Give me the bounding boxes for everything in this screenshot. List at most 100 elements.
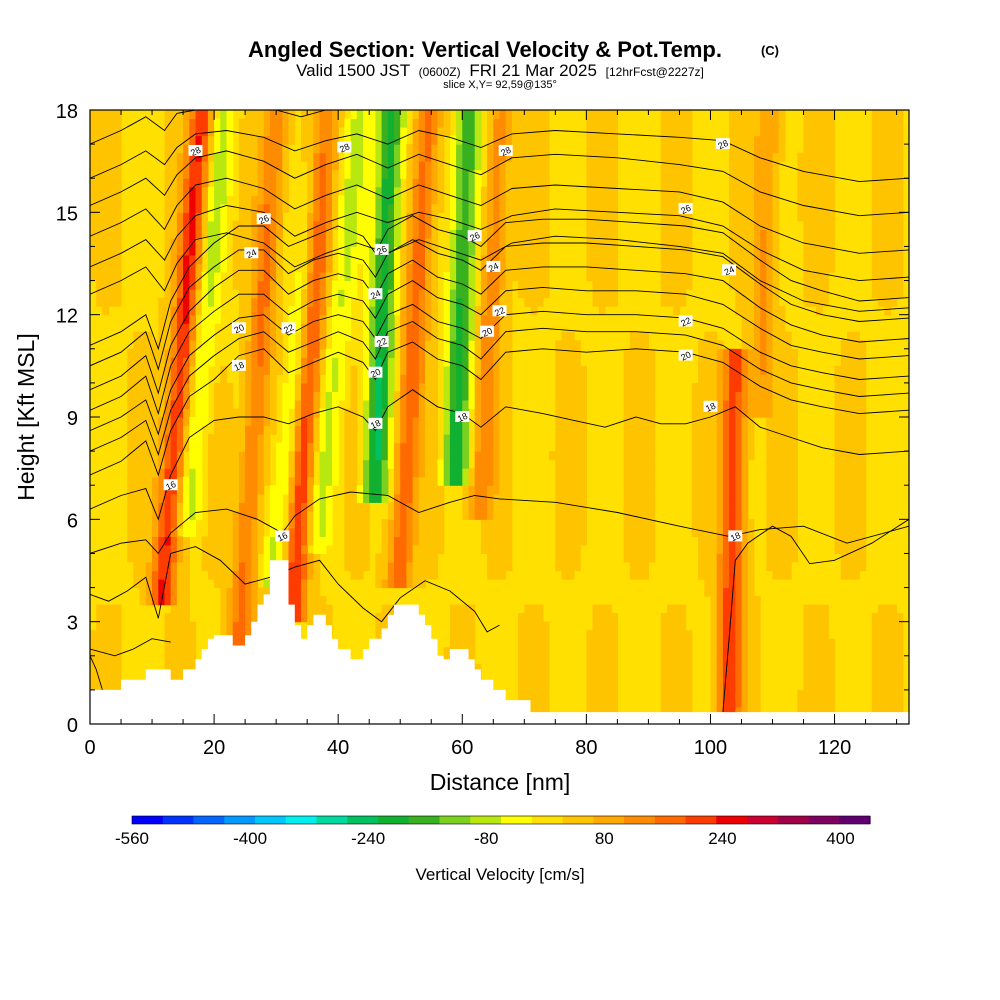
velocity-cell: [766, 468, 774, 478]
velocity-cell: [400, 374, 407, 384]
velocity-cell: [363, 169, 370, 179]
velocity-cell: [363, 314, 370, 324]
velocity-cell: [648, 425, 656, 435]
velocity-cell: [363, 161, 370, 171]
velocity-cell: [145, 331, 153, 341]
velocity-cell: [679, 178, 687, 188]
velocity-cell: [493, 502, 501, 512]
velocity-cell: [263, 459, 271, 469]
velocity-cell: [189, 425, 197, 435]
velocity-cell: [369, 246, 376, 256]
velocity-cell: [722, 493, 730, 503]
velocity-cell: [363, 357, 370, 367]
velocity-cell: [313, 374, 321, 384]
velocity-cell: [276, 169, 283, 179]
velocity-cell: [238, 186, 246, 196]
velocity-cell: [301, 536, 308, 546]
velocity-cell: [592, 681, 600, 691]
velocity-cell: [307, 527, 314, 537]
velocity-cell: [170, 587, 178, 597]
velocity-cell: [449, 178, 457, 188]
velocity-cell: [276, 476, 283, 486]
chart-title: Angled Section: Vertical Velocity & Pot.…: [248, 37, 722, 62]
velocity-cell: [387, 544, 395, 554]
velocity-cell: [170, 152, 178, 162]
velocity-cell: [772, 272, 780, 282]
velocity-cell: [698, 468, 705, 478]
velocity-cell: [499, 118, 507, 128]
velocity-cell: [257, 493, 265, 503]
velocity-cell: [753, 706, 761, 716]
velocity-cell: [214, 579, 221, 589]
velocity-cell: [176, 425, 184, 435]
velocity-cell: [555, 536, 563, 546]
velocity-cell: [319, 434, 327, 444]
velocity-cell: [394, 272, 401, 282]
velocity-cell: [176, 365, 184, 375]
velocity-cell: [797, 698, 805, 708]
velocity-cell: [276, 161, 283, 171]
velocity-cell: [183, 485, 190, 495]
velocity-cell: [369, 382, 376, 392]
velocity-cell: [499, 442, 507, 452]
velocity-cell: [480, 229, 488, 239]
velocity-cell: [716, 579, 724, 589]
velocity-cell: [245, 237, 252, 247]
velocity-cell: [332, 399, 339, 409]
velocity-cell: [319, 340, 327, 350]
velocity-cell: [220, 169, 228, 179]
velocity-cell: [257, 536, 265, 546]
velocity-cell: [158, 382, 166, 392]
velocity-cell: [195, 195, 203, 205]
velocity-cell: [325, 144, 333, 154]
velocity-cell: [170, 331, 178, 341]
velocity-cell: [679, 118, 687, 128]
velocity-cell: [710, 442, 718, 452]
velocity-cell: [679, 237, 687, 247]
velocity-cell: [530, 135, 538, 145]
velocity-cell: [313, 417, 321, 427]
subtitle-valid: Valid 1500 JST: [296, 61, 410, 80]
velocity-cell: [207, 195, 215, 205]
velocity-cell: [766, 382, 774, 392]
velocity-cell: [431, 417, 439, 427]
velocity-cell: [164, 178, 172, 188]
velocity-cell: [735, 399, 743, 409]
velocity-cell: [729, 476, 736, 486]
velocity-cell: [127, 451, 134, 461]
velocity-cell: [586, 152, 594, 162]
velocity-cell: [170, 118, 178, 128]
velocity-cell: [660, 255, 668, 265]
velocity-cell: [623, 382, 631, 392]
velocity-cell: [301, 408, 308, 418]
velocity-cell: [493, 527, 501, 537]
velocity-cell: [257, 365, 265, 375]
velocity-cell: [456, 638, 463, 648]
velocity-cell: [220, 382, 228, 392]
velocity-cell: [176, 570, 184, 580]
velocity-cell: [468, 382, 476, 392]
velocity-cell: [176, 246, 184, 256]
velocity-cell: [443, 297, 451, 307]
velocity-cell: [344, 459, 352, 469]
velocity-cell: [381, 110, 389, 120]
velocity-cell: [369, 408, 376, 418]
velocity-cell: [183, 382, 190, 392]
velocity-cell: [282, 382, 290, 392]
velocity-cell: [753, 681, 761, 691]
velocity-cell: [400, 127, 407, 137]
velocity-cell: [127, 476, 134, 486]
velocity-cell: [245, 519, 252, 529]
velocity-cell: [648, 553, 656, 563]
velocity-cell: [325, 536, 333, 546]
velocity-cell: [462, 212, 470, 222]
velocity-cell: [251, 169, 259, 179]
velocity-cell: [238, 135, 246, 145]
velocity-cell: [313, 485, 321, 495]
velocity-cell: [158, 510, 166, 520]
velocity-cell: [400, 331, 407, 341]
velocity-cell: [294, 596, 302, 606]
velocity-cell: [214, 544, 221, 554]
velocity-cell: [164, 451, 172, 461]
velocity-cell: [102, 212, 110, 222]
